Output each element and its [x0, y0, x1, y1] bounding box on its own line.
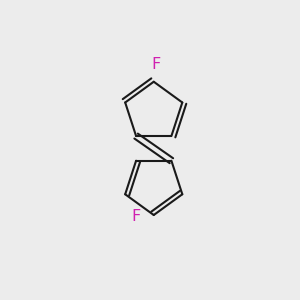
Text: F: F: [152, 57, 161, 72]
Text: F: F: [132, 209, 141, 224]
